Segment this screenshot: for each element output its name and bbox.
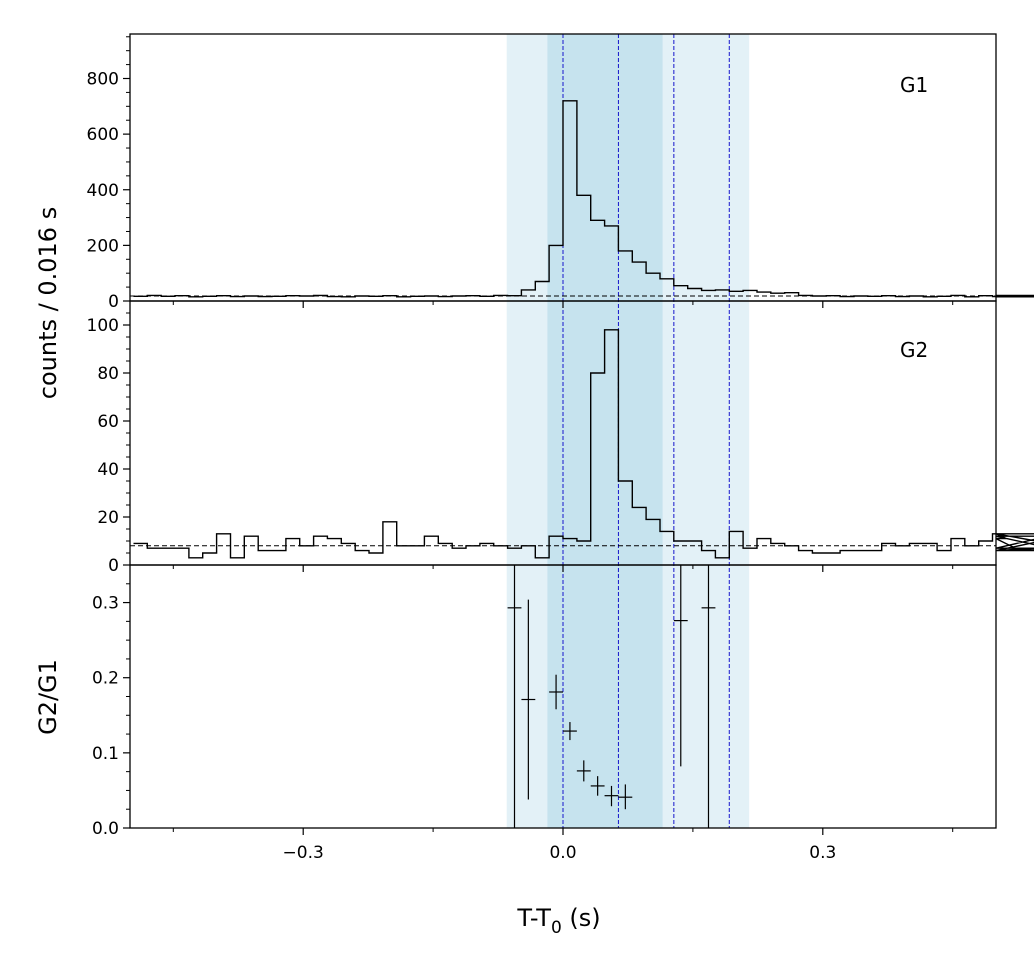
ratio-point-7	[618, 784, 633, 810]
y-tick-label-1-0: 0	[108, 556, 119, 576]
axes: 0 200 400 600 800 0 20 40 60 80 100 0.0 0.1 0.2 0.3 −0.…	[87, 33, 997, 863]
x-tick-label-2: 0.3	[809, 843, 836, 863]
x-axis-title-unit: (s)	[562, 904, 601, 932]
data-series	[130, 100, 1034, 828]
y-tick-label-0-2: 400	[87, 181, 119, 201]
y-tick-label-2-0: 0.0	[92, 819, 119, 839]
y-tick-label-1-4: 80	[97, 364, 119, 384]
ratio-point-8	[673, 565, 688, 767]
ratio-point-9	[701, 565, 716, 828]
y-tick-label-1-2: 40	[97, 460, 119, 480]
ratio-point-5	[590, 776, 605, 796]
shaded-region-1	[547, 34, 663, 828]
g1-panel-label: G1	[900, 73, 928, 97]
y-tick-label-1-5: 100	[87, 316, 119, 336]
y-tick-label-2-2: 0.2	[92, 669, 119, 689]
y-tick-label-0-3: 600	[87, 125, 119, 145]
g2-panel-label: G2	[900, 338, 928, 362]
y-tick-label-0-1: 200	[87, 236, 119, 256]
ratio-point-1	[521, 599, 536, 800]
x-tick-label-0: −0.3	[283, 843, 324, 863]
y-tick-label-0-0: 0	[108, 292, 119, 312]
y-tick-label-1-3: 60	[97, 412, 119, 432]
x-axis-title: T-T0 (s)	[516, 904, 600, 938]
x-axis-title-main: T-T	[516, 904, 551, 932]
y-tick-label-2-1: 0.1	[92, 744, 119, 764]
shaded-intervals	[506, 34, 750, 828]
x-axis-title-subscript: 0	[551, 918, 562, 938]
y-tick-label-1-1: 20	[97, 508, 119, 528]
ratio-point-3	[563, 722, 577, 741]
ratio-point-0	[507, 565, 522, 828]
ratio-point-4	[576, 760, 591, 782]
x-tick-label-1: 0.0	[549, 843, 576, 863]
y-axis-title-ratio: G2/G1	[34, 659, 62, 735]
y-axis-title-counts: counts / 0.016 s	[34, 207, 62, 399]
y-tick-label-0-4: 800	[87, 70, 119, 90]
y-tick-label-2-3: 0.3	[92, 594, 119, 614]
ratio-point-2	[549, 674, 563, 710]
ratio-point-6	[604, 785, 619, 807]
